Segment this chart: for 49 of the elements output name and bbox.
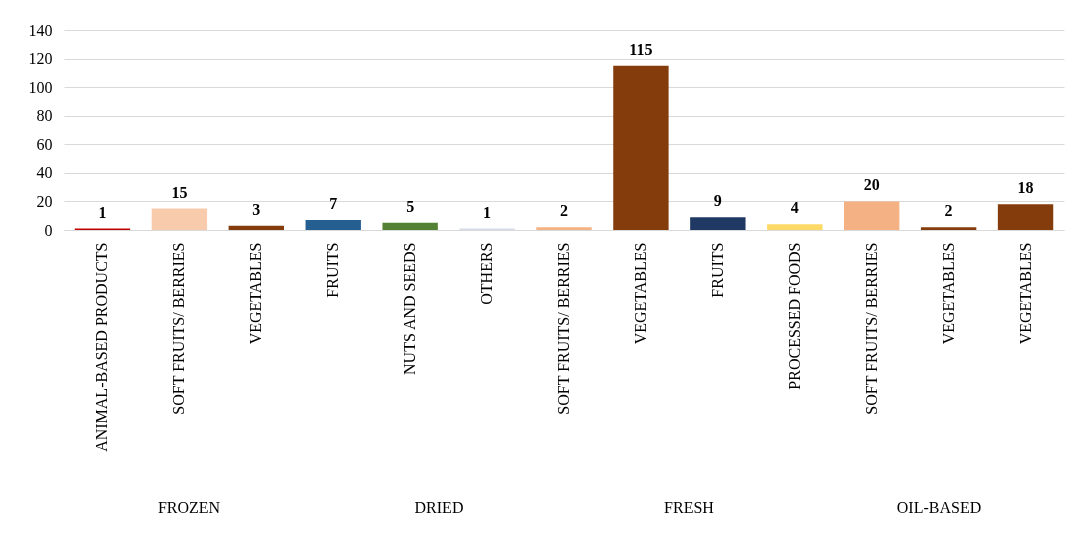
data-label: 3 (252, 200, 261, 218)
data-label: 18 (1017, 179, 1034, 197)
y-tick-label: 80 (36, 107, 53, 125)
y-tick-label: 60 (36, 135, 53, 153)
bar (228, 225, 284, 230)
x-tick-label: VEGETABLES (939, 242, 957, 345)
data-label: 9 (713, 192, 722, 210)
bar (844, 201, 900, 230)
x-tick-label: SOFT FRUITS/ BERRIES (862, 242, 880, 415)
bar (690, 217, 746, 230)
data-label: 1 (483, 203, 492, 221)
text: DRIED (414, 499, 464, 516)
x-tick-label: VEGETABLES (1016, 242, 1034, 345)
y-tick-label: 120 (28, 50, 53, 68)
y-tick-label: 40 (36, 164, 53, 182)
bar (613, 65, 669, 230)
x-tick-label: FRUITS (324, 242, 342, 298)
x-tick-label: OTHERS (478, 242, 496, 305)
data-label: 20 (863, 176, 880, 194)
y-tick-label: 0 (44, 221, 53, 239)
bar (997, 204, 1054, 230)
x-tick-label: ANIMAL-BASED PRODUCTS (93, 242, 111, 452)
bar (305, 220, 361, 230)
y-tick-label: 20 (36, 192, 53, 210)
data-label: 2 (944, 202, 953, 220)
data-label: 115 (629, 40, 653, 58)
data-label: 15 (171, 183, 188, 201)
x-tick-label: VEGETABLES (247, 242, 265, 345)
bar (767, 224, 823, 230)
text: FRESH (664, 499, 715, 516)
x-tick-label: NUTS AND SEEDS (401, 242, 419, 375)
data-label: 4 (790, 199, 799, 217)
x-tick-label: SOFT FRUITS/ BERRIES (555, 242, 572, 415)
bar (151, 208, 208, 230)
x-tick-label: PROCESSED FOODS (785, 242, 803, 390)
data-label: 2 (560, 202, 568, 220)
x-tick-label: SOFT FRUITS/ BERRIES (170, 242, 188, 415)
data-label: 1 (98, 203, 107, 221)
data-label: 5 (406, 197, 415, 215)
x-tick-label: VEGETABLES (631, 242, 649, 345)
y-tick-label: 100 (28, 78, 53, 96)
bar (920, 227, 977, 230)
bar (382, 222, 438, 230)
x-tick-label: FRUITS (708, 242, 726, 298)
text: OIL-BASED (896, 499, 982, 516)
text: FROZEN (157, 499, 221, 516)
data-label: 7 (329, 195, 338, 212)
bar (536, 227, 592, 230)
y-tick-label: 140 (28, 21, 53, 39)
